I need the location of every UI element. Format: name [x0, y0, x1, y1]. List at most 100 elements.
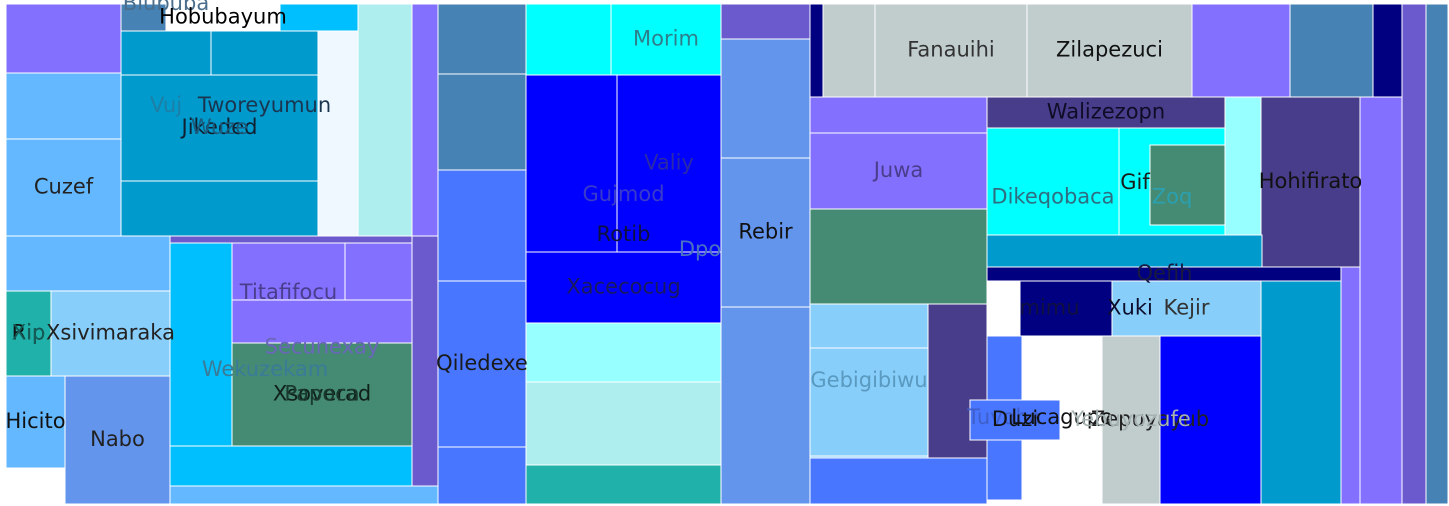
treemap-cell-papoca[interactable]	[231, 342, 413, 447]
treemap-label-valiy: Valiy	[644, 151, 694, 175]
treemap-label-titafifocu: Titafifocu	[239, 280, 337, 304]
treemap-cell-33[interactable]	[411, 235, 439, 487]
treemap-cell-wuze[interactable]	[120, 74, 319, 182]
treemap-cell-62[interactable]	[1425, 3, 1449, 505]
treemap-cell-1[interactable]	[120, 3, 167, 32]
treemap-cell-xip[interactable]	[5, 290, 52, 377]
treemap-label-qefih: Qefih	[1137, 261, 1193, 285]
treemap-cell-82[interactable]	[809, 457, 988, 505]
treemap-label-mimu: mimu	[1019, 296, 1079, 320]
treemap-cell-qiledexe[interactable]	[437, 280, 527, 448]
treemap-label-morim: Morim	[633, 27, 699, 51]
treemap-cell-5[interactable]	[317, 30, 359, 237]
treemap-label-jikeded: Jikeded	[180, 115, 258, 139]
treemap-label-dikeqobaca: Dikeqobaca	[991, 185, 1114, 209]
treemap-cell-36[interactable]	[437, 169, 527, 282]
treemap-cell-nabo[interactable]	[64, 375, 171, 505]
treemap-cell-juwa[interactable]	[809, 132, 988, 210]
treemap-label-vuj: Vuj	[150, 93, 182, 117]
treemap-cell-zilapezuci[interactable]	[1026, 3, 1193, 98]
treemap-cell-54[interactable]	[809, 3, 824, 98]
treemap-cell-34[interactable]	[437, 3, 527, 75]
treemap-cell-51[interactable]	[720, 38, 811, 159]
treemap-label-xacecocug: Xacecocug	[566, 275, 680, 299]
treemap-cell-hicito[interactable]	[5, 375, 66, 469]
treemap-label-zoq: Zoq	[1152, 185, 1193, 209]
treemap-label-tworeyumun: Tworeyumun	[197, 93, 331, 117]
treemap-label-fanauihi: Fanauihi	[907, 38, 995, 62]
treemap-cell-35[interactable]	[437, 73, 527, 171]
treemap-cell-61[interactable]	[1401, 3, 1427, 505]
treemap-label-cuzef: Cuzef	[34, 175, 94, 199]
treemap-cell-66[interactable]	[809, 208, 988, 305]
treemap-label-zilapezuci: Zilapezuci	[1056, 38, 1163, 62]
treemap-label-zepuyayub: Zepuyayub	[1091, 407, 1209, 431]
treemap-label-gif: Gif	[1120, 170, 1150, 194]
treemap-cell-90[interactable]	[1340, 266, 1361, 505]
treemap-label-xsoverad: Xsoverad	[273, 382, 371, 406]
treemap-label-kejir: Kejir	[1164, 296, 1210, 320]
treemap-label-xip: Xip	[12, 321, 46, 345]
treemap-cell-16[interactable]	[5, 235, 171, 292]
treemap-label-rip: Rip	[12, 321, 46, 345]
treemap-cell-duzi[interactable]	[969, 399, 1061, 441]
treemap-cell-41[interactable]	[525, 74, 618, 253]
treemap-cell-24[interactable]	[169, 242, 233, 447]
treemap-label-nabo: Nabo	[90, 427, 145, 451]
treemap-cell-8[interactable]	[5, 72, 122, 140]
treemap-cell-55[interactable]	[822, 3, 876, 98]
treemap-cell-6[interactable]	[357, 3, 413, 237]
treemap-cell-hobubayum[interactable]	[165, 3, 281, 32]
treemap-cell-60[interactable]	[1372, 3, 1403, 98]
treemap-label-xuki: Xuki	[1107, 296, 1153, 320]
treemap-cell-48[interactable]	[525, 381, 722, 466]
treemap-label-walizezopn: Walizezopn	[1047, 100, 1165, 124]
treemap-cell-4[interactable]	[279, 3, 359, 32]
treemap-label-hicito: Hicito	[5, 409, 65, 433]
treemap-cell-47[interactable]	[525, 322, 722, 383]
treemap-label-qiledexe: Qiledexe	[436, 351, 528, 375]
treemap-cell-58[interactable]	[1191, 3, 1291, 98]
treemap-label-gujmod: Gujmod	[582, 182, 664, 206]
treemap-cell-89[interactable]	[1260, 280, 1342, 505]
treemap-cell-23[interactable]	[169, 235, 413, 244]
treemap-label-secunexay: Secunexay	[265, 335, 380, 359]
treemap-cell-0[interactable]	[5, 3, 122, 74]
treemap-label-papoca: Papoca	[284, 382, 359, 406]
treemap-cell-88[interactable]	[1159, 335, 1262, 505]
treemap-cell-rebir[interactable]	[720, 157, 811, 308]
treemap-label-lucagupo: Lucagupo	[1011, 405, 1113, 429]
treemap-cell-7[interactable]	[411, 3, 439, 237]
treemap-cell-53[interactable]	[720, 306, 811, 505]
treemap-label-tuvoba: Tuvoba	[966, 405, 1041, 429]
treemap-cell-74[interactable]	[986, 234, 1263, 273]
treemap-cell-yebuyozufe[interactable]	[1101, 335, 1161, 505]
treemap-cell-morim[interactable]	[610, 3, 722, 76]
treemap-label-wekuzekam: Wekuzekam	[202, 357, 328, 381]
treemap-label-xsivimaraka: Xsivimaraka	[46, 321, 175, 345]
treemap-cell-38[interactable]	[437, 446, 527, 505]
treemap-cell-32[interactable]	[169, 485, 439, 505]
treemap-cell-49[interactable]	[525, 464, 722, 505]
treemap-label-dpo: Dpo	[679, 237, 721, 261]
treemap-label-gebigibiwu: Gebigibiwu	[810, 368, 927, 392]
treemap-label-duzi: Duzi	[992, 407, 1038, 431]
treemap-cell-cuzef[interactable]	[5, 138, 122, 237]
treemap-label-hohifirato: Hohifirato	[1259, 169, 1363, 193]
treemap-cell-39[interactable]	[525, 3, 612, 76]
treemap-cell-walizezopn[interactable]	[986, 96, 1226, 129]
treemap-cell-valiy[interactable]	[616, 74, 722, 253]
treemap-cell-15[interactable]	[120, 180, 319, 237]
treemap-label-hobubayum: Hobubayum	[159, 5, 287, 29]
treemap-label-rebir: Rebir	[738, 220, 793, 244]
treemap-cell-50[interactable]	[720, 3, 811, 40]
treemap-cell-64[interactable]	[809, 96, 988, 134]
treemap-label-wuze: Wuze	[191, 115, 248, 139]
treemap-label-juwa: Juwa	[872, 158, 924, 182]
treemap-cell-63[interactable]	[1359, 96, 1403, 505]
treemap-cell-kejir[interactable]	[1111, 280, 1262, 337]
treemap-cell-80[interactable]	[809, 347, 929, 457]
treemap-cell-59[interactable]	[1289, 3, 1374, 98]
treemap-cell-31[interactable]	[169, 445, 413, 487]
